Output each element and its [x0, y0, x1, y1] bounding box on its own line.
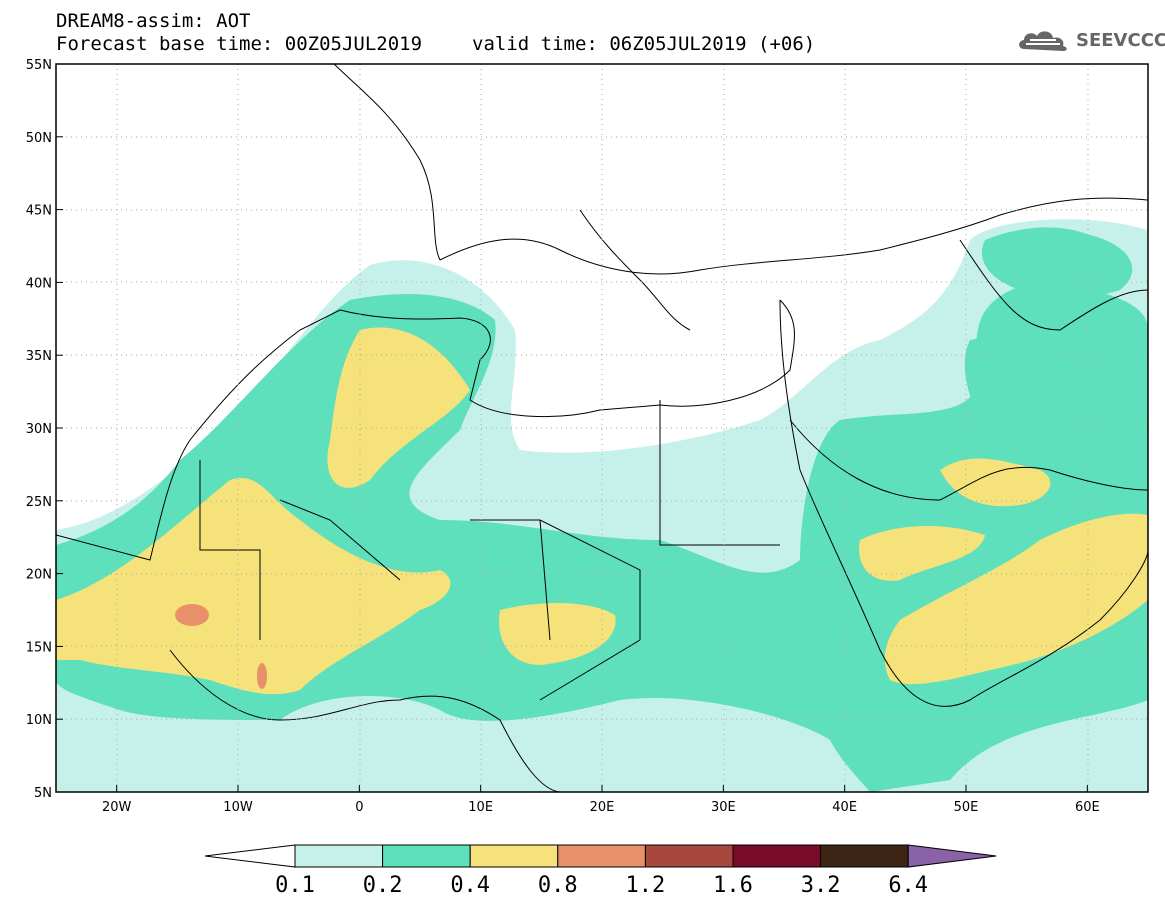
lat-tick-label: 35N	[26, 349, 52, 364]
lon-tick-label: 40E	[832, 800, 857, 815]
lon-tick-label: 20W	[102, 800, 132, 815]
lat-tick-label: 40N	[26, 276, 52, 291]
coastlines	[56, 64, 1148, 792]
colorbar-high-extension	[907, 844, 997, 868]
lat-tick-label: 45N	[26, 204, 52, 219]
lat-tick-label: 5N	[34, 786, 52, 801]
colorbar-label: 3.2	[801, 873, 841, 898]
colorbar-segment	[382, 844, 471, 868]
colorbar-label: 0.2	[363, 873, 403, 898]
seevccc-logo: SEEVCCC	[1016, 27, 1165, 53]
colorbar-segment	[644, 844, 734, 868]
cloud-icon	[1019, 31, 1067, 51]
colorbar-segment	[732, 844, 822, 868]
lon-axis: 20W 10W 0 10E 20E 30E 40E 50E 60E	[102, 785, 1100, 815]
lat-tick-label: 25N	[26, 495, 52, 510]
colorbar-label: 0.1	[275, 873, 315, 898]
logo-text: SEEVCCC	[1076, 29, 1165, 51]
lon-tick-label: 20E	[590, 800, 615, 815]
valid-time-label: valid time: 06Z05JUL2019 (+06)	[472, 33, 816, 55]
colorbar-label: 0.8	[538, 873, 578, 898]
aot-band-0.4	[56, 327, 1148, 695]
lat-tick-label: 20N	[26, 568, 52, 583]
lon-tick-label: 60E	[1075, 800, 1100, 815]
colorbar-segment	[557, 844, 646, 868]
lat-tick-label: 10N	[26, 713, 52, 728]
colorbar	[204, 844, 997, 868]
lon-tick-label: 50E	[954, 800, 979, 815]
colorbar-labels: 0.1 0.2 0.4 0.8 1.2 1.6 3.2 6.4	[275, 873, 928, 898]
lat-tick-label: 50N	[26, 131, 52, 146]
aot-field	[56, 219, 1148, 792]
map-grid	[56, 64, 1148, 792]
lon-tick-label: 30E	[711, 800, 736, 815]
lon-tick-label: 0	[355, 800, 363, 815]
map-title: DREAM8-assim: AOT	[56, 10, 251, 32]
colorbar-segment	[294, 844, 384, 868]
lat-tick-label: 55N	[26, 58, 52, 73]
lon-tick-label: 10W	[223, 800, 253, 815]
lat-tick-label: 15N	[26, 640, 52, 655]
colorbar-label: 6.4	[888, 873, 928, 898]
colorbar-label: 0.4	[450, 873, 490, 898]
map-subtitle: Forecast base time: 00Z05JUL2019 valid ti…	[56, 33, 815, 55]
colorbar-label: 1.2	[626, 873, 666, 898]
lat-tick-label: 30N	[26, 422, 52, 437]
base-time-label: Forecast base time: 00Z05JUL2019	[56, 33, 423, 55]
colorbar-label: 1.6	[713, 873, 753, 898]
aot-band-0.8	[175, 604, 267, 689]
lon-tick-label: 10E	[468, 800, 493, 815]
colorbar-segment	[469, 844, 559, 868]
colorbar-low-extension	[204, 844, 296, 868]
lat-axis: 55N 50N 45N 40N 35N 30N 25N 20N 15N 10N 5N	[26, 58, 63, 801]
colorbar-segment	[820, 844, 909, 868]
